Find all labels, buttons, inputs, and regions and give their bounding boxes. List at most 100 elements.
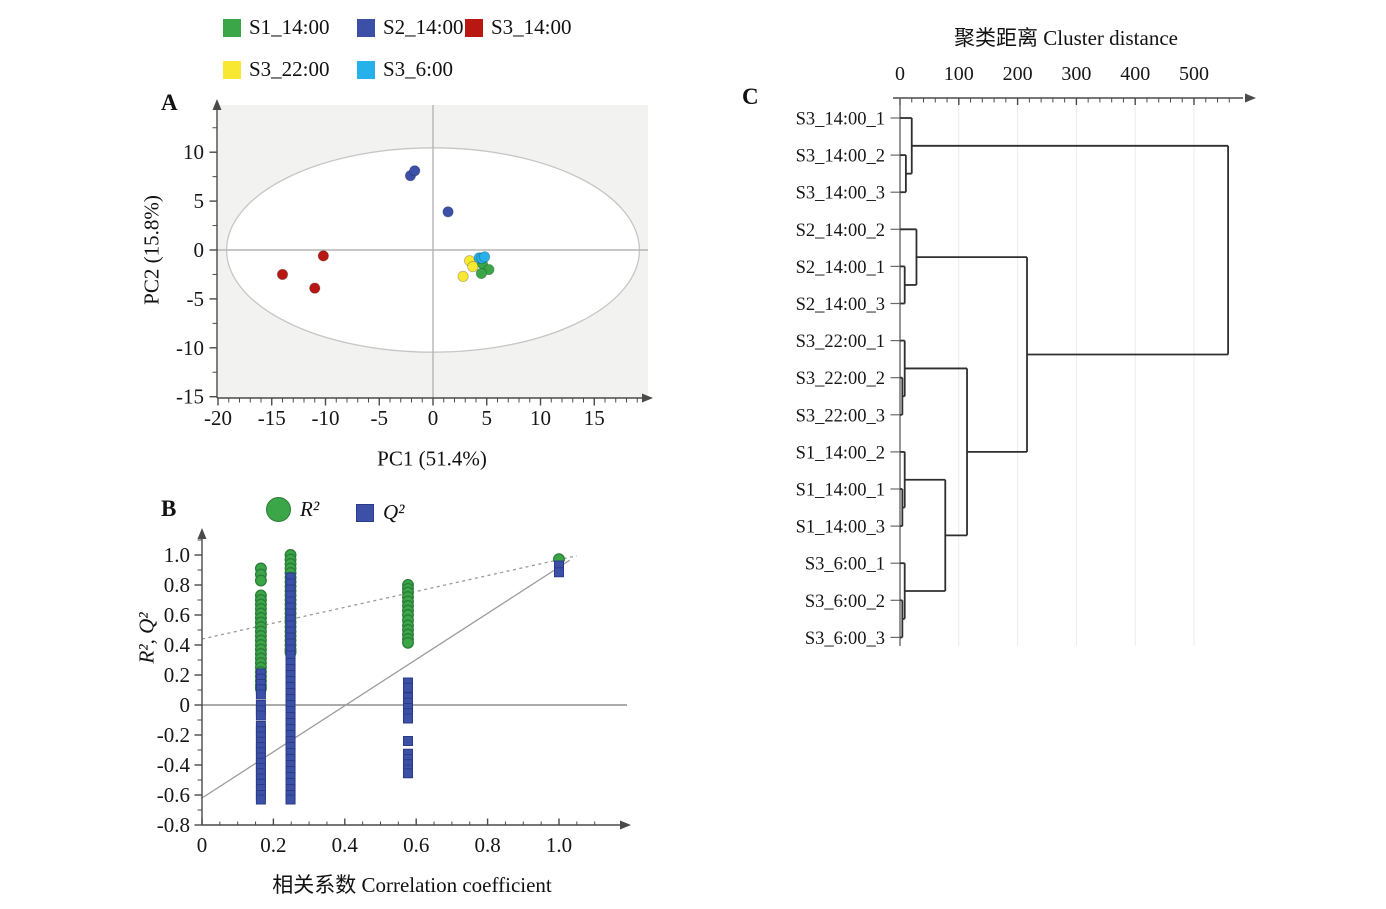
tick-label: -0.8 — [157, 813, 190, 837]
tick-label: 0.4 — [332, 833, 359, 857]
tick-label: -0.6 — [157, 783, 190, 807]
legend-label: S3_14:00 — [491, 15, 572, 39]
tick-label: 0 — [180, 693, 191, 717]
data-point — [475, 267, 487, 280]
tick-label: 15 — [584, 406, 605, 430]
tick-label: S3_14:00_1 — [796, 110, 885, 130]
tick-label: 100 — [944, 63, 974, 85]
tick-label: S1_14:00_1 — [796, 481, 885, 501]
tick-label: S1_14:00_3 — [796, 518, 885, 538]
q2-point — [402, 713, 413, 724]
panel-c-letter: C — [742, 84, 759, 109]
r2-legend-label: R² — [300, 497, 320, 521]
legend-swatch-s3-600-icon — [357, 60, 375, 79]
tick-label: S2_14:00_3 — [796, 295, 885, 315]
tick-label: -10 — [312, 406, 340, 430]
pca-series-S3_14:00 — [276, 250, 329, 294]
tick-label: 10 — [530, 406, 551, 430]
q2-point — [402, 736, 413, 746]
q2-point — [402, 768, 413, 779]
tick-label: S3_22:00_1 — [796, 332, 885, 352]
legend-item-s1-1400: S1_14:00 — [223, 15, 330, 40]
tick-label: -15 — [176, 385, 204, 409]
permutation-legend-r2: R² — [266, 497, 319, 522]
r2-point — [402, 636, 414, 649]
tick-label: 1.0 — [164, 543, 190, 567]
data-point — [317, 250, 329, 262]
tick-label: 1.0 — [546, 833, 572, 857]
pca-x-axis-title: PC1 (51.4%) — [377, 446, 487, 471]
q2-point — [255, 689, 266, 700]
q2-legend-label: Q² — [383, 500, 405, 524]
tick-label: 0 — [197, 833, 208, 857]
pca-series-S2_14:00 — [404, 165, 454, 218]
tick-label: S3_6:00_3 — [805, 629, 885, 649]
panel-a-letter: A — [161, 90, 178, 115]
tick-label: S3_14:00_2 — [796, 147, 885, 167]
legend-label: S3_6:00 — [383, 57, 454, 81]
dendrogram-links — [900, 117, 1230, 639]
r2-points — [254, 549, 565, 695]
permutation-x-axis-title: 相关系数 Correlation coefficient — [272, 873, 552, 897]
tick-label: -5 — [371, 406, 389, 430]
dendrogram-plot: 0 100 200 300 400 500 S3_14:00_1 S3_14:00_2 S3_1… — [796, 63, 1256, 649]
legend-label: S3_22:00 — [249, 57, 330, 81]
tick-label: -15 — [258, 406, 286, 430]
tick-label: 0.2 — [164, 663, 190, 687]
r2-point — [254, 574, 267, 587]
legend-swatch-s3-1400-icon — [465, 18, 483, 37]
legend-item-s3-2200: S3_22:00 — [223, 57, 330, 82]
tick-label: 0.2 — [260, 833, 286, 857]
tick-label: S3_22:00_3 — [796, 406, 885, 426]
tick-label: 0 — [895, 63, 905, 85]
permutation-legend-q2: Q² — [356, 500, 404, 525]
tick-label: S3_14:00_3 — [796, 184, 885, 204]
tick-label: S3_22:00_2 — [796, 369, 885, 389]
legend-swatch-s2-1400-icon — [357, 18, 375, 37]
data-point — [442, 206, 454, 218]
data-point — [309, 282, 321, 294]
tick-label: S1_14:00_2 — [796, 443, 885, 463]
q2-point — [255, 794, 266, 805]
data-point — [409, 165, 421, 177]
tick-label: 10 — [183, 140, 204, 164]
legend-swatch-s3-2200-icon — [223, 60, 241, 79]
data-point — [276, 268, 289, 281]
tick-label: 0.4 — [164, 633, 191, 657]
tick-label: S2_14:00_1 — [796, 258, 885, 278]
tick-label: S2_14:00_2 — [796, 221, 885, 241]
tick-label: 300 — [1061, 63, 1091, 85]
tick-label: S3_6:00_1 — [805, 555, 885, 575]
legend-label: S1_14:00 — [249, 15, 330, 39]
legend-item-s2-1400: S2_14:00 — [357, 15, 464, 40]
tick-label: 0.6 — [403, 833, 429, 857]
tick-label: 200 — [1003, 63, 1033, 85]
tick-label: 0.8 — [474, 833, 500, 857]
q2-points — [255, 560, 564, 805]
tick-label: 0.6 — [164, 603, 190, 627]
tick-label: -0.2 — [157, 723, 190, 747]
legend-label: S2_14:00 — [383, 15, 464, 39]
r2-circle-icon — [266, 497, 291, 522]
tick-label: -10 — [176, 336, 204, 360]
q2-point — [285, 794, 296, 805]
tick-label: 5 — [194, 189, 205, 213]
tick-label: S3_6:00_2 — [805, 592, 885, 612]
legend-item-s3-1400: S3_14:00 — [465, 15, 572, 40]
panel-b-letter: B — [161, 496, 177, 521]
tick-label: 0.8 — [164, 573, 190, 597]
tick-label: 0 — [194, 238, 205, 262]
permutation-y-axis-title: R², Q² — [134, 612, 159, 664]
tick-label: 400 — [1120, 63, 1150, 85]
pca-series-S3_22:00 — [457, 255, 479, 283]
data-point — [478, 251, 491, 263]
tick-label: 500 — [1179, 63, 1209, 85]
q2-point — [402, 682, 413, 693]
dendrogram-axis-title: 聚类距离 Cluster distance — [954, 26, 1178, 50]
tick-label: -5 — [187, 287, 205, 311]
data-point — [457, 270, 469, 283]
q2-point — [255, 710, 266, 721]
